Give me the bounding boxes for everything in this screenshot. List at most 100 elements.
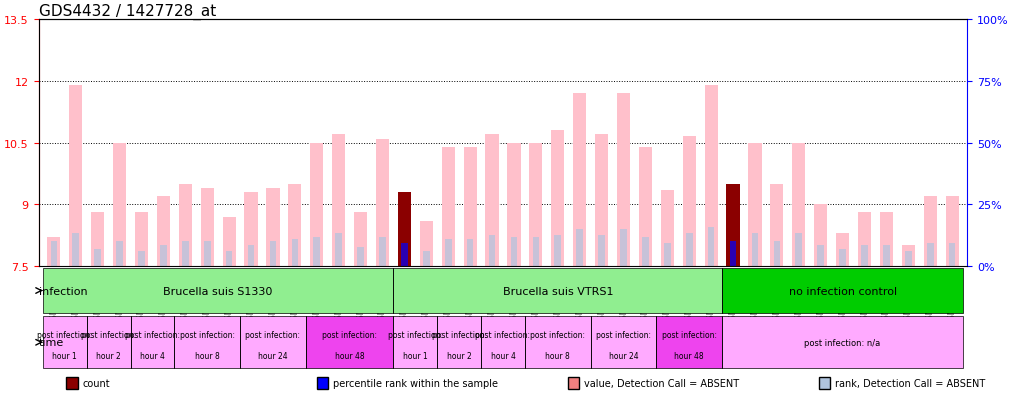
FancyBboxPatch shape <box>722 316 963 368</box>
Text: post infection:: post infection: <box>432 330 486 339</box>
Bar <box>665 244 671 266</box>
Bar <box>266 188 280 266</box>
Text: hour 24: hour 24 <box>609 351 638 361</box>
Bar <box>814 205 828 266</box>
Bar <box>419 221 433 266</box>
FancyBboxPatch shape <box>317 377 328 389</box>
FancyBboxPatch shape <box>525 316 591 368</box>
Bar <box>840 250 846 266</box>
Text: hour 8: hour 8 <box>194 351 220 361</box>
Bar <box>135 213 148 266</box>
Text: value, Detection Call = ABSENT: value, Detection Call = ABSENT <box>583 378 738 388</box>
Bar <box>204 242 211 266</box>
Bar <box>858 213 871 266</box>
Bar <box>660 190 674 266</box>
Bar <box>774 242 780 266</box>
FancyBboxPatch shape <box>438 316 481 368</box>
Bar <box>861 246 868 266</box>
Bar <box>902 246 915 266</box>
Text: post infection:: post infection: <box>37 330 92 339</box>
Text: hour 8: hour 8 <box>545 351 570 361</box>
Bar <box>223 217 236 266</box>
FancyBboxPatch shape <box>819 377 830 389</box>
Bar <box>551 131 564 266</box>
Bar <box>248 246 254 266</box>
FancyBboxPatch shape <box>174 316 240 368</box>
Bar <box>69 86 82 266</box>
Bar <box>726 184 739 266</box>
Bar <box>160 246 167 266</box>
Bar <box>178 184 191 266</box>
Bar <box>508 143 521 266</box>
Bar <box>94 250 101 266</box>
Bar <box>91 213 104 266</box>
Bar <box>683 137 696 266</box>
FancyBboxPatch shape <box>722 269 963 313</box>
Bar <box>599 235 605 266</box>
Bar <box>817 246 824 266</box>
Bar <box>51 242 57 266</box>
Bar <box>376 139 389 266</box>
Bar <box>379 237 386 266</box>
Text: post infection:: post infection: <box>179 330 235 339</box>
Bar <box>157 197 170 266</box>
Text: post infection: n/a: post infection: n/a <box>804 338 880 347</box>
Bar <box>182 242 188 266</box>
Bar <box>792 143 805 266</box>
FancyBboxPatch shape <box>591 316 656 368</box>
Bar <box>617 94 630 266</box>
Bar <box>686 233 693 266</box>
FancyBboxPatch shape <box>393 269 722 313</box>
Text: no infection control: no infection control <box>788 286 897 296</box>
Bar <box>642 237 648 266</box>
Bar <box>949 244 955 266</box>
Bar <box>423 252 430 266</box>
FancyBboxPatch shape <box>656 316 722 368</box>
Text: post infection:: post infection: <box>81 330 136 339</box>
Bar <box>335 233 342 266</box>
Bar <box>595 135 608 266</box>
Text: post infection:: post infection: <box>475 330 531 339</box>
Text: Brucella suis S1330: Brucella suis S1330 <box>163 286 272 296</box>
Text: hour 48: hour 48 <box>675 351 704 361</box>
Text: post infection:: post infection: <box>322 330 377 339</box>
Text: post infection:: post infection: <box>125 330 180 339</box>
Bar <box>708 227 714 266</box>
Bar <box>573 94 587 266</box>
FancyBboxPatch shape <box>43 269 393 313</box>
Text: infection: infection <box>38 286 87 296</box>
Text: hour 4: hour 4 <box>490 351 516 361</box>
FancyBboxPatch shape <box>43 316 87 368</box>
Text: post infection:: post infection: <box>596 330 651 339</box>
Bar <box>883 246 889 266</box>
Bar <box>795 233 802 266</box>
Bar <box>924 197 937 266</box>
Bar <box>116 242 123 266</box>
Bar <box>511 237 518 266</box>
Bar <box>48 237 61 266</box>
Bar <box>620 229 627 266</box>
FancyBboxPatch shape <box>87 316 131 368</box>
Bar <box>770 184 783 266</box>
Bar <box>442 147 455 266</box>
FancyBboxPatch shape <box>131 316 174 368</box>
Bar <box>905 252 912 266</box>
FancyBboxPatch shape <box>481 316 525 368</box>
Bar <box>226 252 232 266</box>
Bar <box>485 135 498 266</box>
Bar <box>292 240 298 266</box>
Bar <box>529 143 542 266</box>
Text: hour 2: hour 2 <box>447 351 472 361</box>
Bar <box>244 192 257 266</box>
Text: hour 48: hour 48 <box>335 351 365 361</box>
Bar <box>576 229 582 266</box>
FancyBboxPatch shape <box>67 377 78 389</box>
Bar <box>836 233 849 266</box>
Bar <box>73 233 79 266</box>
Bar <box>880 213 893 266</box>
Text: time: time <box>38 337 64 347</box>
Bar <box>488 235 495 266</box>
Bar <box>554 235 561 266</box>
Bar <box>705 86 718 266</box>
Text: hour 24: hour 24 <box>258 351 288 361</box>
